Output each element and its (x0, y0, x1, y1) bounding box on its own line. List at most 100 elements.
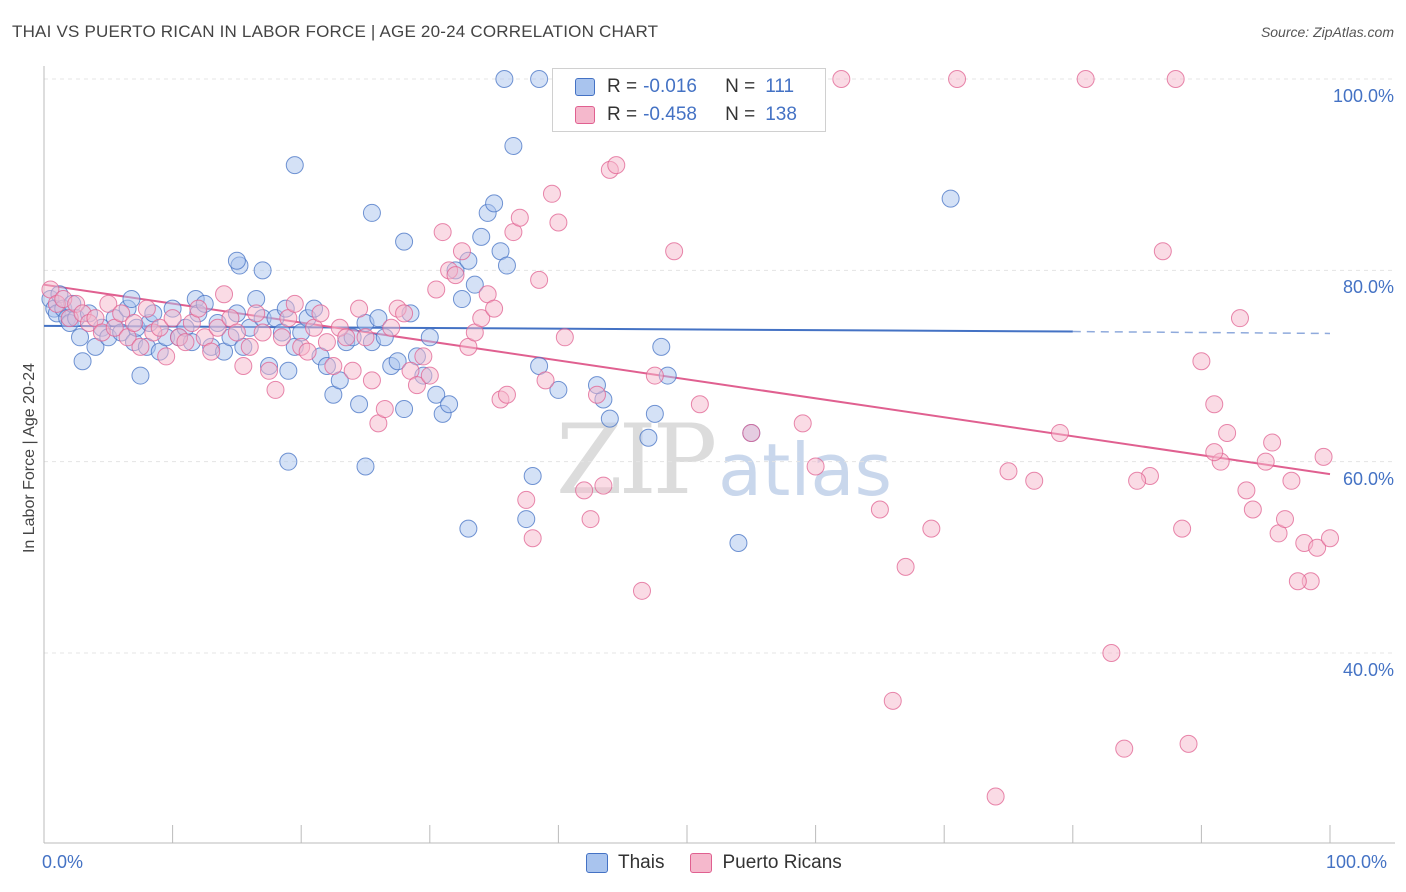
stats-legend: R = -0.016 N = 111 R = -0.458 N = 138 (552, 68, 826, 132)
puerto-rican-point (414, 347, 433, 366)
y-tick-label: 40.0% (1342, 660, 1394, 680)
puerto-rican-point (1237, 481, 1256, 500)
thai-swatch (575, 78, 595, 96)
thai-point (395, 232, 414, 251)
thai-point (388, 352, 407, 371)
watermark-atlas: atlas (718, 428, 892, 512)
puerto-rican-point (1205, 395, 1224, 414)
puerto-rican-point (1275, 510, 1294, 529)
puerto-rican-point (1256, 452, 1275, 471)
thai-point (350, 395, 369, 414)
thai-point (472, 227, 491, 246)
puerto-rican-point (986, 787, 1005, 806)
puerto-rican-point (298, 342, 317, 361)
puerto-rican-point (247, 304, 266, 323)
puerto-rican-point (343, 361, 362, 380)
puerto-rican-point (883, 691, 902, 710)
puerto-rican-point (1205, 443, 1224, 462)
puerto-rican-point (208, 318, 227, 337)
puerto-rican-point (452, 242, 471, 261)
y-tick-label: 80.0% (1342, 277, 1394, 298)
puerto-rican-point (382, 318, 401, 337)
thai-point (362, 203, 381, 222)
source-label: Source: ZipAtlas.com (1260, 24, 1394, 40)
puerto-rican-point (510, 208, 529, 227)
thais-swatch (586, 853, 608, 873)
puerto-rican-point (497, 385, 516, 404)
thai-point (485, 194, 504, 213)
puerto-rican-point (472, 309, 491, 328)
n-label: N = (725, 104, 756, 125)
puerto-rican-point (375, 400, 394, 419)
thai-point (420, 328, 439, 347)
puerto-rican-point (427, 280, 446, 299)
thai-point (427, 385, 446, 404)
puerto-rican-point (690, 395, 709, 414)
puerto-rican-point (1115, 739, 1134, 758)
thai-point (523, 467, 542, 486)
puerto-rican-point (407, 376, 426, 395)
thai-point (395, 400, 414, 419)
puerto-rican-point (536, 371, 555, 390)
puerto-rican-point (356, 328, 375, 347)
puerto-rican-point (1192, 352, 1211, 371)
thai-point (440, 395, 459, 414)
series-legend: Thais Puerto Ricans (586, 852, 868, 874)
puerto-rican-point (227, 323, 246, 342)
puerto-rican-point (594, 476, 613, 495)
chart-title: THAI VS PUERTO RICAN IN LABOR FORCE | AG… (12, 22, 659, 41)
puerto-rican-point (555, 328, 574, 347)
n-value-pr: 138 (765, 104, 797, 125)
legend-label-puerto-ricans: Puerto Ricans (722, 852, 842, 873)
thai-point (497, 256, 516, 275)
y-axis-label: In Labor Force | Age 20-24 (21, 362, 38, 554)
puerto-rican-point (896, 557, 915, 576)
puerto-rican-point (832, 70, 851, 88)
puerto-rican-point (163, 309, 182, 328)
legend-item-thais[interactable]: Thais (586, 852, 664, 874)
thai-point (729, 533, 748, 552)
thai-point (639, 428, 658, 447)
puerto-rican-point (922, 519, 941, 538)
puerto-rican-point (1243, 500, 1262, 519)
puerto-ricans-swatch (690, 853, 713, 873)
puerto-rican-point (1288, 572, 1307, 591)
thai-point (517, 510, 536, 529)
puerto-rican-point (742, 423, 761, 442)
puerto-rican-point (1308, 538, 1327, 557)
puerto-rican-point (253, 323, 272, 342)
puerto-rican-point (581, 510, 600, 529)
thai-point (227, 251, 246, 270)
puerto-rican-point (870, 500, 889, 519)
puerto-rican-point (517, 490, 536, 509)
thai-point (530, 70, 549, 88)
thai-point (941, 189, 960, 208)
puerto-rican-point (1321, 529, 1339, 548)
puerto-rican-point (1153, 242, 1172, 261)
thai-point (356, 457, 375, 476)
puerto-rican-point (632, 581, 651, 600)
puerto-rican-point (311, 304, 330, 323)
x-tick-label-max: 100.0% (1326, 852, 1388, 872)
puerto-rican-point (549, 213, 568, 232)
puerto-rican-point (324, 357, 343, 375)
puerto-rican-point (137, 299, 156, 318)
puerto-rican-point (420, 366, 439, 385)
thai-point (600, 409, 619, 428)
thai-trend-extension (1072, 330, 1331, 335)
r-value-thai: -0.016 (643, 76, 697, 97)
puerto-rican-point (665, 242, 684, 261)
thai-point (279, 452, 298, 471)
axes (43, 66, 1395, 844)
puerto-rican-point (1050, 423, 1069, 442)
legend-label-thais: Thais (618, 852, 665, 873)
stats-row-pr: R = -0.458 N = 138 (575, 101, 797, 129)
y-tick-label: 60.0% (1342, 468, 1394, 489)
puerto-rican-point (1076, 70, 1095, 88)
puerto-rican-point (337, 328, 356, 347)
data-points (41, 70, 1339, 806)
legend-item-puerto-ricans[interactable]: Puerto Ricans (690, 852, 842, 874)
puerto-rican-point (530, 270, 549, 289)
puerto-rican-point (1025, 471, 1044, 490)
